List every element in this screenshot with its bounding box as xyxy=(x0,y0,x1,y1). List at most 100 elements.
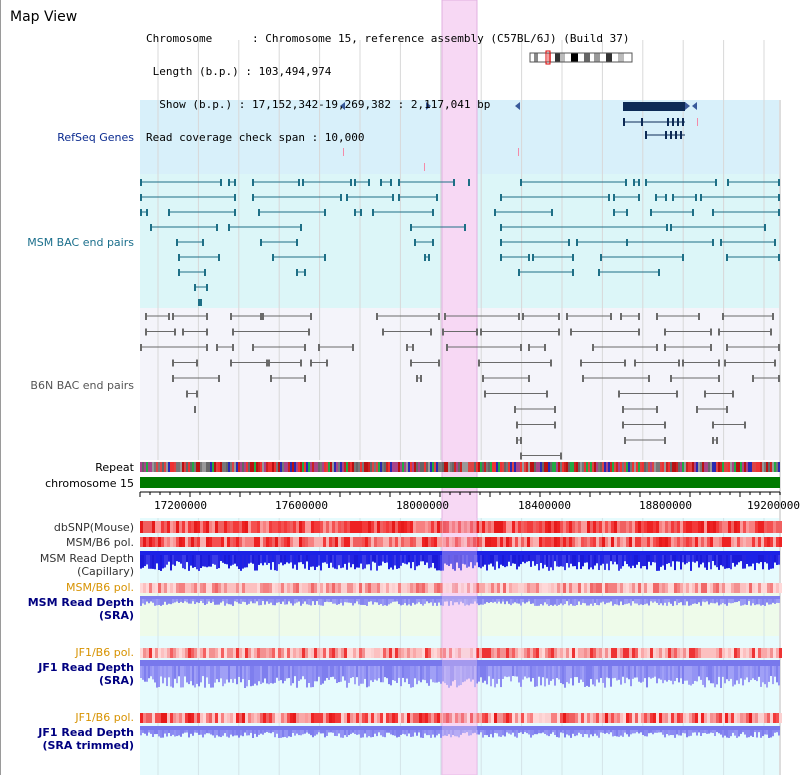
repeat-segment xyxy=(478,462,480,472)
jf1-b6-pol-heat xyxy=(293,648,296,658)
refseq-track-label[interactable]: RefSeq Genes xyxy=(57,131,134,144)
repeat-segment xyxy=(474,462,476,472)
msm-b6-pol-2-heat xyxy=(443,583,446,593)
jf1-sra-trim-depth xyxy=(458,726,460,738)
axis-tick-label: 17600000 xyxy=(275,499,328,512)
jf1-sra-depth xyxy=(252,660,254,686)
msm-sra-depth xyxy=(366,596,368,606)
repeat-segment xyxy=(730,462,732,472)
dbsnp-track-label[interactable]: dbSNP(Mouse) xyxy=(53,521,134,534)
msm-capillary-depth xyxy=(702,551,704,563)
jf1-b6-pol-track-label[interactable]: JF1/B6 pol. xyxy=(75,646,134,659)
jf1-sra-depth xyxy=(522,660,524,680)
dbsnp-heat xyxy=(641,521,644,533)
dbsnp-heat xyxy=(278,521,281,533)
b6n-bac-track-label[interactable]: B6N BAC end pairs xyxy=(30,379,134,392)
refseq-exon xyxy=(623,118,625,126)
msm-capillary-depth xyxy=(502,551,504,566)
repeat-segment xyxy=(154,462,156,472)
jf1-b6-pol-heat xyxy=(158,648,161,658)
dbsnp-heat xyxy=(647,521,650,533)
msm-capillary-depth xyxy=(386,551,388,563)
jf1-b6-pol-2-heat xyxy=(749,713,752,723)
jf1-sra-depth xyxy=(398,660,400,678)
jf1-b6-pol-2-heat xyxy=(467,713,470,723)
msm-capillary-depth xyxy=(716,551,718,568)
jf1-b6-pol-2-heat xyxy=(380,713,383,723)
repeat-segment xyxy=(538,462,540,472)
repeat-segment xyxy=(604,462,606,472)
msm-read-depth-cap-label[interactable]: MSM Read Depth xyxy=(39,552,134,565)
repeat-track-label[interactable]: Repeat xyxy=(95,461,134,474)
msm-sra-depth xyxy=(560,596,562,604)
msm-b6-pol-2-heat xyxy=(407,583,410,593)
b6n-bac-end xyxy=(230,359,232,367)
dbsnp-heat xyxy=(677,521,680,533)
msm-sra-depth xyxy=(168,596,170,604)
msm-read-depth-sra-label[interactable]: MSM Read Depth xyxy=(27,596,134,609)
dbsnp-heat xyxy=(551,521,554,533)
msm-capillary-depth xyxy=(142,551,144,568)
jf1-read-depth-trim-label[interactable]: JF1 Read Depth xyxy=(38,726,134,739)
jf1-b6-pol-2-heat xyxy=(308,713,311,723)
msm-b6-pol-heat xyxy=(764,537,767,547)
dbsnp-heat xyxy=(275,521,278,533)
msm-capillary-depth xyxy=(238,551,240,569)
msm-b6-pol-2-heat xyxy=(455,583,458,593)
jf1-sra-trim-depth xyxy=(500,726,502,737)
jf1-b6-pol-2-heat xyxy=(425,713,428,723)
msm-sra-depth xyxy=(442,596,444,606)
jf1-sra-depth xyxy=(410,660,412,688)
jf1-sra-depth xyxy=(444,660,446,684)
msm-b6-pol-2-heat xyxy=(626,583,629,593)
msm-bac-end xyxy=(302,179,304,186)
msm-b6-pol-track-label[interactable]: MSM/B6 pol. xyxy=(66,536,134,549)
chromosome-track-label[interactable]: chromosome 15 xyxy=(45,477,134,490)
jf1-sra-depth xyxy=(596,660,598,680)
msm-b6-pol-heat xyxy=(164,537,167,547)
repeat-segment xyxy=(738,462,740,472)
msm-b6-pol-heat xyxy=(557,537,560,547)
dbsnp-heat xyxy=(140,521,143,533)
msm-bac-track-label[interactable]: MSM BAC end pairs xyxy=(27,236,134,249)
msm-b6-pol-heat xyxy=(260,537,263,547)
msm-capillary-depth xyxy=(660,551,662,567)
msm-capillary-depth xyxy=(550,551,552,568)
msm-b6-pol-heat xyxy=(404,537,407,547)
msm-b6-pol-heat xyxy=(440,537,443,547)
msm-sra-depth xyxy=(740,596,742,606)
b6n-bac-end xyxy=(710,328,712,336)
jf1-read-depth-label[interactable]: JF1 Read Depth xyxy=(38,661,134,674)
jf1-b6-pol-2-heat xyxy=(497,713,500,723)
repeat-segment xyxy=(366,462,368,472)
msm-capillary-depth xyxy=(424,551,426,565)
jf1-sra-depth xyxy=(698,660,700,677)
msm-b6-pol-heat xyxy=(341,537,344,547)
jf1-sra-depth xyxy=(618,660,620,680)
jf1-b6-pol-heat xyxy=(389,648,392,658)
msm-b6-pol-2-heat xyxy=(233,583,236,593)
b6n-bac-end xyxy=(376,313,378,320)
msm-b6-pol-heat xyxy=(320,537,323,547)
msm-capillary-depth xyxy=(286,551,288,563)
jf1-b6-pol-2-track-label[interactable]: JF1/B6 pol. xyxy=(75,711,134,724)
msm-b6-pol-2-heat xyxy=(494,583,497,593)
jf1-b6-pol-heat xyxy=(614,648,617,658)
msm-b6-pol-2-heat xyxy=(668,583,671,593)
repeat-segment xyxy=(288,462,290,472)
jf1-sra-trim-depth xyxy=(216,726,218,736)
msm-capillary-depth xyxy=(202,551,204,567)
b6n-bac-end xyxy=(582,375,584,382)
b6n-bac-end xyxy=(268,359,270,367)
dbsnp-heat xyxy=(713,521,716,533)
msm-b6-pol-2-heat xyxy=(308,583,311,593)
msm-capillary-depth xyxy=(634,551,636,568)
msm-capillary-depth xyxy=(390,551,392,568)
msm-sra-depth xyxy=(286,596,288,605)
jf1-sra-depth xyxy=(372,660,374,683)
msm-b6-pol-2-track-label[interactable]: MSM/B6 pol. xyxy=(66,581,134,594)
msm-b6-pol-heat xyxy=(398,537,401,547)
jf1-b6-pol-heat xyxy=(464,648,467,658)
dbsnp-heat xyxy=(344,521,347,533)
